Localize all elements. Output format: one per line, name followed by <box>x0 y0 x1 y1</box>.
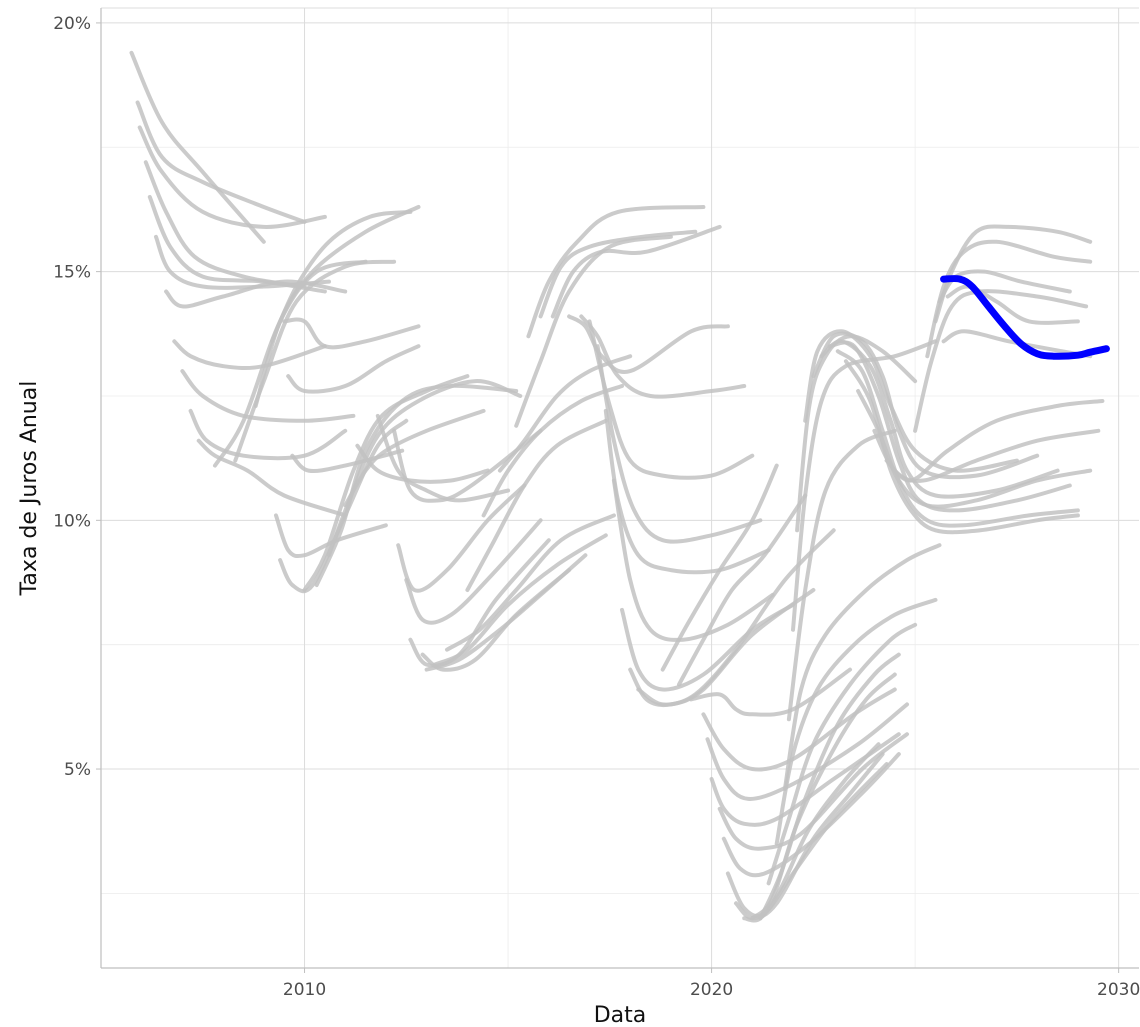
background-curve <box>620 602 795 692</box>
background-curve <box>392 428 543 503</box>
x-tick-label: 2010 <box>283 980 326 1000</box>
background-curve <box>355 443 490 484</box>
background-curve <box>758 652 901 921</box>
y-tick-label: 5% <box>64 760 91 780</box>
background-curve <box>424 553 588 672</box>
background-curve <box>286 344 421 394</box>
background-curve <box>481 384 624 518</box>
background-curve <box>538 229 698 319</box>
background-curve <box>196 438 348 518</box>
y-tick-label: 10% <box>53 511 91 531</box>
highlight-curve <box>940 275 1110 360</box>
highlight-series-group <box>940 275 1110 360</box>
background-curve <box>856 389 1093 509</box>
x-tick-label: 2030 <box>1097 980 1140 1000</box>
background-curve <box>465 418 608 592</box>
background-curve <box>603 408 771 575</box>
background-curve <box>721 752 901 878</box>
background-curve <box>750 672 897 921</box>
y-tick-label: 15% <box>53 263 91 283</box>
background-curve <box>811 331 1040 480</box>
background-curve <box>766 622 918 886</box>
x-axis-title: Data <box>594 1003 647 1027</box>
background-curve <box>404 518 543 625</box>
axes <box>100 8 1139 969</box>
background-curve <box>705 702 909 801</box>
background-curve <box>154 234 331 290</box>
y-tick-label: 20% <box>53 14 91 34</box>
background-curve <box>843 359 1080 535</box>
background-curve <box>595 344 763 544</box>
background-curve <box>835 349 1080 528</box>
background-curve <box>611 478 775 642</box>
background-curve <box>925 239 1093 359</box>
background-series-group <box>129 50 1105 923</box>
background-curve <box>514 234 673 428</box>
background-curve <box>660 463 779 672</box>
background-curve <box>135 100 307 224</box>
background-curve <box>445 513 616 652</box>
background-curve <box>782 543 942 791</box>
background-curve <box>172 339 327 371</box>
background-curve <box>282 317 421 350</box>
background-curve <box>274 513 388 559</box>
y-axis-title: Taxa de Juros Anual <box>17 381 42 597</box>
background-curve <box>129 50 266 244</box>
background-curve <box>827 340 1072 513</box>
background-curve <box>550 224 722 319</box>
background-curve <box>579 314 747 399</box>
background-curve <box>945 284 1080 325</box>
background-curve <box>375 413 511 503</box>
background-curve <box>636 528 836 707</box>
background-curve <box>913 289 1089 433</box>
background-curve <box>233 259 397 463</box>
background-curve <box>791 339 938 632</box>
background-curve <box>526 205 706 339</box>
grid <box>100 7 1139 968</box>
background-curve <box>677 493 808 687</box>
background-curve <box>884 399 1105 483</box>
background-curve <box>432 533 608 667</box>
background-curve <box>137 125 327 229</box>
background-curve <box>689 667 852 717</box>
background-curve <box>253 205 421 408</box>
background-curve <box>343 408 486 508</box>
tick-labels: 2010 2020 2030 5% 10% 15% 20% <box>53 14 1140 1000</box>
background-curve <box>188 408 348 461</box>
x-tick-label: 2020 <box>690 980 733 1000</box>
background-curve <box>709 732 901 827</box>
background-curve <box>717 732 909 851</box>
background-curve <box>937 269 1072 304</box>
background-curve <box>786 428 897 722</box>
background-curve <box>270 209 413 344</box>
